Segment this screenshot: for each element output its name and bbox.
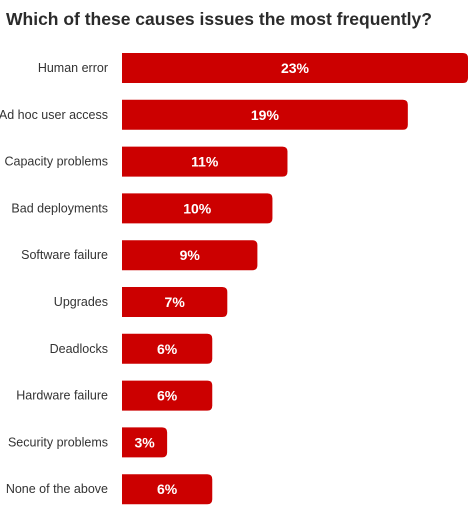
bar-row-none-of-the-above: None of the above 6% [6, 474, 213, 505]
bar [122, 240, 258, 271]
bar-row-human-error: Human error 23% [38, 53, 468, 83]
bar [122, 99, 408, 130]
bar-value-label: 23% [281, 60, 310, 76]
bar-row-security-problems: Security problems 3% [8, 427, 168, 458]
category-label: None of the above [6, 482, 108, 496]
bar-row-ad-hoc-user-access: Ad hoc user access 19% [0, 99, 408, 130]
bar [122, 193, 273, 224]
category-label: Deadlocks [50, 342, 108, 356]
bar [122, 380, 213, 411]
bar-row-software-failure: Software failure 9% [21, 240, 258, 271]
bar-value-label: 3% [134, 434, 155, 450]
bar-value-label: 19% [251, 107, 280, 123]
bar [122, 333, 213, 364]
bar-row-deadlocks: Deadlocks 6% [50, 333, 213, 364]
bar-value-label: 6% [157, 481, 178, 497]
category-label: Upgrades [54, 295, 108, 309]
bar-value-label: 6% [157, 341, 178, 357]
bar-value-label: 9% [180, 247, 201, 263]
bar-row-hardware-failure: Hardware failure 6% [16, 380, 213, 411]
category-label: Human error [38, 61, 108, 75]
category-label: Capacity problems [4, 155, 108, 169]
bar [122, 474, 213, 505]
bar-value-label: 10% [183, 200, 212, 216]
category-label: Security problems [8, 435, 108, 449]
bar-row-capacity-problems: Capacity problems 11% [4, 146, 288, 177]
bar-value-label: 7% [165, 294, 186, 310]
chart-title: Which of these causes issues the most fr… [6, 9, 432, 29]
bar [122, 53, 468, 83]
category-label: Hardware failure [16, 389, 108, 403]
category-label: Ad hoc user access [0, 108, 108, 122]
category-label: Software failure [21, 248, 108, 262]
bar-row-upgrades: Upgrades 7% [54, 287, 228, 317]
bar [122, 287, 228, 317]
bar [122, 146, 288, 177]
category-label: Bad deployments [11, 201, 108, 215]
bar-row-bad-deployments: Bad deployments 10% [11, 193, 273, 224]
bar-value-label: 11% [191, 154, 219, 170]
bar-value-label: 6% [157, 388, 178, 404]
bar [122, 427, 168, 458]
